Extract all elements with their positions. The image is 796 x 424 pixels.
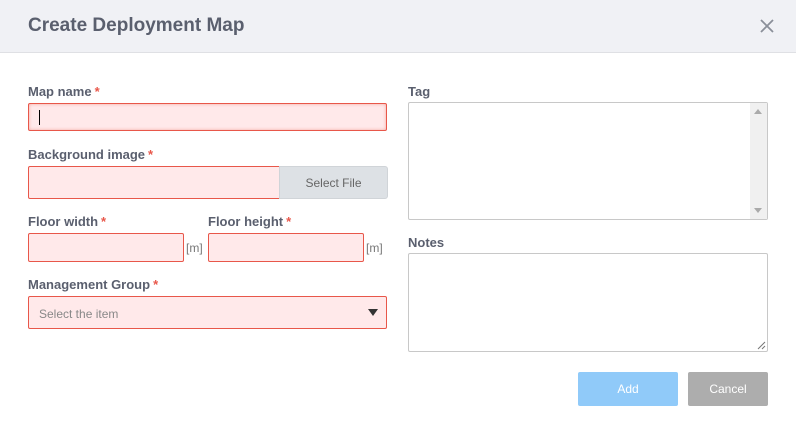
management-group-placeholder: Select the item xyxy=(39,307,119,321)
cancel-button[interactable]: Cancel xyxy=(688,372,768,406)
floor-height-input[interactable] xyxy=(208,233,364,262)
text-cursor xyxy=(39,110,40,125)
management-group-label: Management Group * xyxy=(28,277,159,292)
floor-width-input[interactable] xyxy=(28,233,184,262)
floor-width-label: Floor width * xyxy=(28,214,107,229)
add-button[interactable]: Add xyxy=(578,372,678,406)
tag-label: Tag xyxy=(408,84,431,99)
scroll-down-icon[interactable] xyxy=(754,208,762,213)
resize-handle-icon[interactable] xyxy=(757,341,766,350)
select-file-button[interactable]: Select File xyxy=(279,166,388,199)
close-icon[interactable] xyxy=(758,17,776,35)
floor-width-unit: [m] xyxy=(186,241,203,255)
management-group-select[interactable]: Select the item xyxy=(28,296,387,329)
notes-textarea[interactable] xyxy=(408,253,768,352)
notes-label: Notes xyxy=(408,235,445,250)
tag-scrollbar[interactable] xyxy=(750,103,767,219)
floor-height-label: Floor height * xyxy=(208,214,292,229)
tag-textarea[interactable] xyxy=(408,102,768,220)
floor-height-unit: [m] xyxy=(366,241,383,255)
map-name-input[interactable] xyxy=(28,103,387,131)
caret-down-icon xyxy=(368,309,378,316)
map-name-label: Map name * xyxy=(28,84,100,99)
scroll-up-icon[interactable] xyxy=(754,109,762,114)
background-image-input[interactable] xyxy=(28,166,280,199)
dialog-header: Create Deployment Map xyxy=(0,0,796,53)
background-image-label: Background image * xyxy=(28,147,154,162)
dialog-title: Create Deployment Map xyxy=(28,15,245,36)
